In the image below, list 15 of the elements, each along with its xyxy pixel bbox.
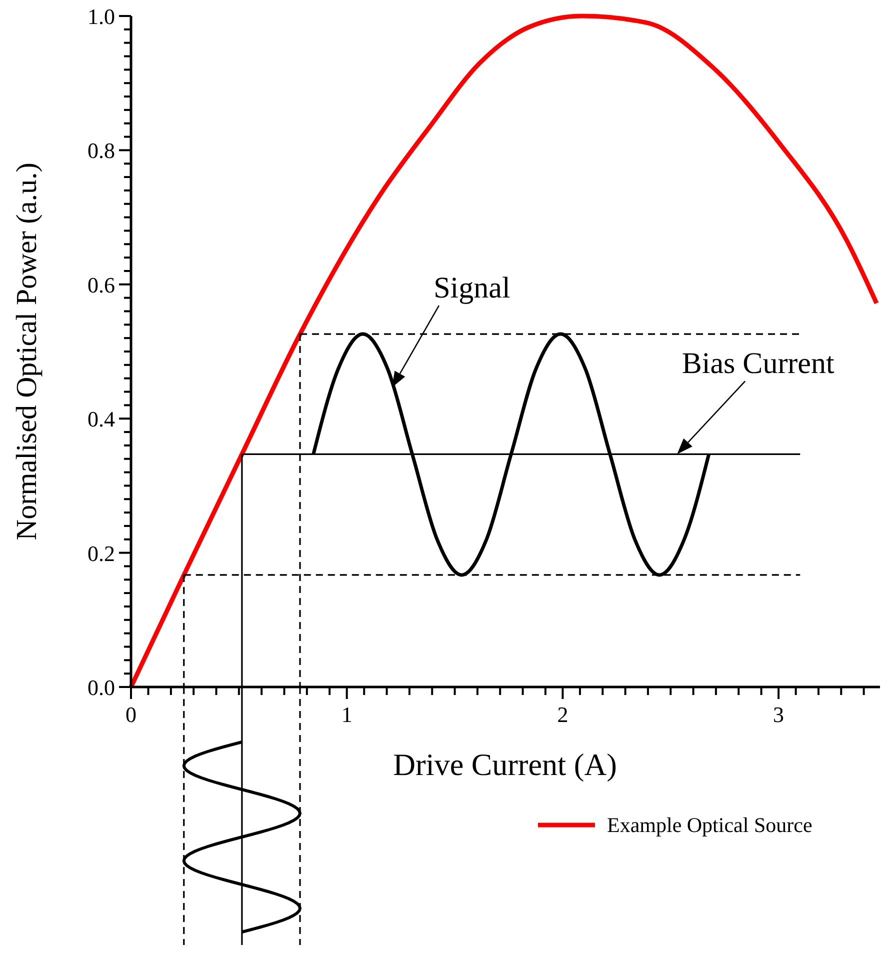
y-tick-label: 0.8 [88,138,115,164]
y-tick-label: 0.2 [88,540,115,566]
x-tick-label: 0 [126,702,136,727]
annotation: Signal [434,272,510,305]
legend-label: Example Optical Source [607,813,812,837]
x-tick-label: 2 [557,702,568,727]
annotation: Bias Current [682,347,835,380]
x-tick-label: 3 [773,702,784,727]
y-axis-title: Normalised Optical Power (a.u.) [11,162,43,540]
y-tick-label: 0.0 [88,675,115,700]
x-tick-label: 1 [341,702,352,727]
y-tick-label: 0.4 [88,406,115,432]
x-axis-title: Drive Current (A) [393,747,617,782]
y-tick-label: 1.0 [88,4,115,29]
y-tick-label: 0.6 [88,272,115,298]
